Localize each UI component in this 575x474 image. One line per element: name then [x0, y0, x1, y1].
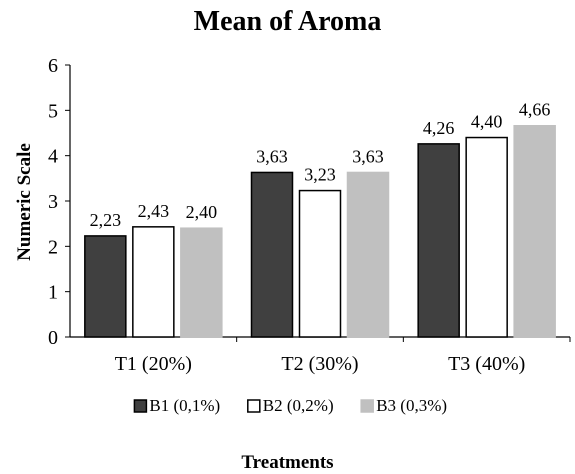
data-label: 3,63: [352, 146, 384, 166]
x-tick-label: T1 (20%): [115, 353, 192, 375]
y-tick-label: 2: [48, 236, 58, 258]
data-label: 4,66: [519, 100, 551, 120]
y-tick-label: 1: [48, 282, 58, 304]
bar: [132, 226, 175, 338]
bar: [298, 189, 342, 338]
y-tick-label: 0: [48, 327, 58, 349]
bar: [250, 171, 294, 338]
x-axis-label: Treatments: [241, 452, 334, 473]
bar: [180, 227, 223, 338]
chart-title: Mean of Aroma: [193, 6, 382, 37]
x-tick-label: T2 (30%): [281, 353, 358, 375]
legend-label: B1 (0,1%): [149, 396, 220, 415]
bar: [417, 143, 460, 338]
plot-area: 0 1 2 3 4 5 6 T1 (20%) 2,23 2,43 2,40 T2 (30%) 3,63 3…: [48, 55, 571, 415]
bar: [465, 136, 508, 338]
y-tick-label: 3: [48, 191, 58, 213]
data-label: 2,23: [90, 210, 122, 230]
bar: [513, 124, 556, 338]
data-label: 3,63: [256, 146, 288, 166]
y-tick-label: 5: [48, 100, 58, 122]
data-label: 4,40: [471, 112, 503, 132]
legend-swatch: [133, 399, 148, 413]
bar: [346, 171, 390, 338]
y-tick-label: 6: [48, 55, 58, 77]
legend-swatch: [360, 399, 374, 413]
legend-swatch: [247, 399, 261, 413]
data-label: 2,43: [138, 201, 170, 221]
legend-label: B3 (0,3%): [376, 396, 447, 415]
data-label: 2,40: [186, 202, 218, 222]
x-tick-label: T3 (40%): [448, 353, 525, 375]
bar: [84, 235, 127, 338]
legend-label: B2 (0,2%): [263, 396, 334, 415]
y-tick-label: 4: [48, 146, 58, 168]
data-label: 3,23: [304, 165, 336, 185]
data-label: 4,26: [423, 118, 455, 138]
